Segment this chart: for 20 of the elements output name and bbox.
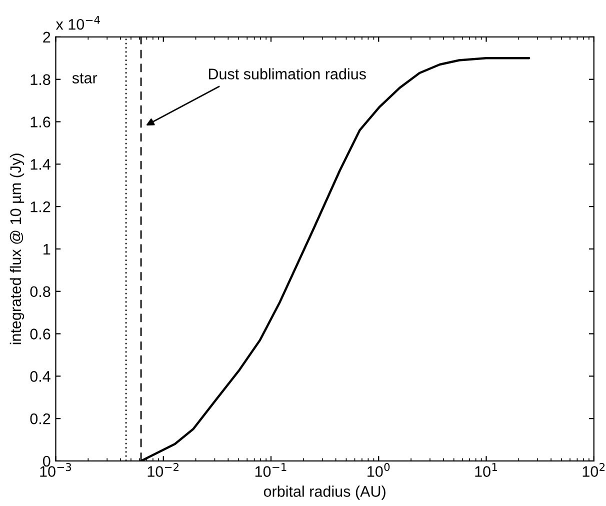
y-tick-label: 0.6 — [30, 328, 50, 340]
y-tick-label: 1.6 — [30, 116, 50, 128]
x-tick-label: 10$^{1}$ — [475, 463, 497, 477]
x-tick-label: 10$^{−1}$ — [255, 463, 286, 477]
y-axis-title: integrated flux @ 10 µm (Jy) — [10, 154, 24, 344]
text: x 10$^{−4}$ — [56, 16, 100, 30]
y-tick-label: 1.4 — [30, 159, 50, 170]
x-tick-label: 10$^{0}$ — [368, 462, 390, 477]
x-axis-title: orbital radius (AU) — [264, 486, 386, 500]
x-tick-label: 10$^{−2}$ — [148, 462, 178, 477]
y-tick-label: 1.2 — [30, 201, 50, 212]
y-tick-label: 0.2 — [30, 413, 50, 424]
x-tick-label: 10$^{2}$ — [582, 462, 605, 477]
y-tick-label: 0.8 — [30, 286, 50, 298]
ref-line-label: star — [72, 73, 98, 84]
y-tick-label: 2 — [43, 32, 50, 42]
y-tick-label: 1 — [44, 244, 50, 254]
y-tick-label: 0.4 — [30, 371, 50, 382]
y-tick-label: 1.8 — [30, 74, 50, 86]
annotation: Dust sublimation radius — [208, 68, 366, 80]
